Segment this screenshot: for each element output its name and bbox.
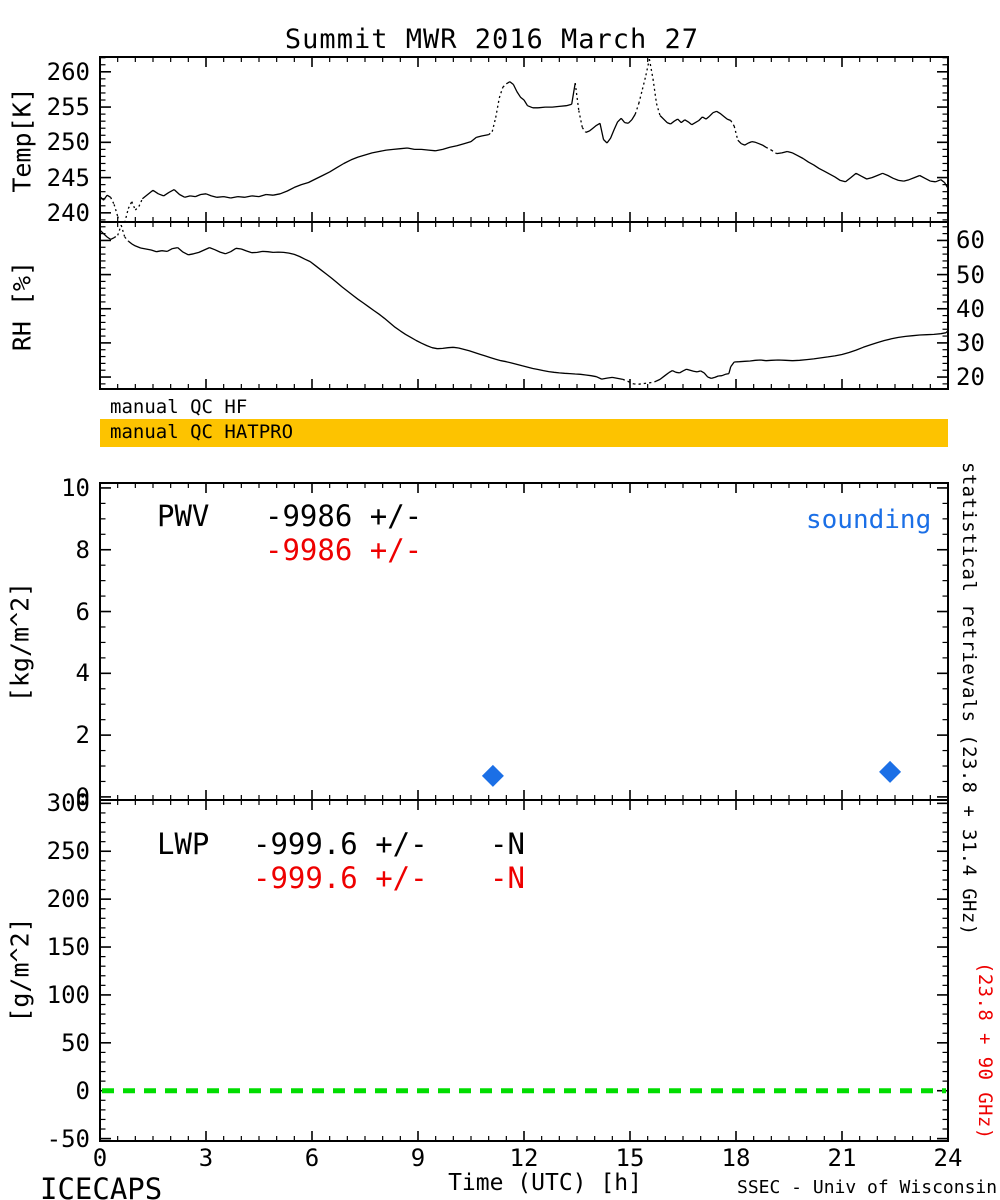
lwp-n-red: -N: [490, 861, 525, 895]
x-tick-label: 6: [304, 1144, 320, 1172]
lwp-n-black: -N: [490, 827, 525, 861]
lwp-ytick-label: 100: [46, 980, 90, 1009]
pwv-ytick-label: 8: [75, 535, 90, 564]
x-tick-label: 0: [92, 1144, 108, 1172]
lwp-axis-label: [g/m^2]: [5, 917, 35, 1023]
retrieval-channels-label-red: (23.8 + 90 GHz): [974, 962, 996, 1140]
pwv-ytick-label: 6: [75, 597, 90, 626]
credit-label: SSEC - Univ of Wisconsin: [737, 1177, 998, 1198]
x-tick-label: 9: [410, 1144, 426, 1172]
temp-ytick-label: 250: [46, 128, 90, 157]
retrieval-channels-label-black: statistical retrievals (23.8 + 31.4 GHz): [958, 462, 980, 936]
lwp-panel-label: LWP: [157, 827, 210, 861]
pwv-stat-red: -9986 +/-: [265, 533, 423, 567]
surface-temperature-curve-flagged: [110, 58, 777, 221]
qc-hatpro-status-bar: manual QC HATPRO: [100, 419, 948, 447]
surface-temperature-curve: [101, 81, 947, 201]
rh-ytick-label: 20: [956, 363, 985, 392]
lwp-ytick-label: 250: [46, 837, 90, 866]
x-tick-label: 12: [509, 1144, 539, 1172]
pwv-ytick-label: 2: [75, 721, 90, 750]
program-label: ICECAPS: [40, 1172, 163, 1200]
lwp-ytick-label: -50: [46, 1124, 90, 1153]
qc-hf-label: manual QC HF: [110, 396, 248, 418]
rh-ytick-label: 50: [956, 260, 985, 289]
qc-hatpro-label: manual QC HATPRO: [110, 421, 294, 443]
lwp-stat-red: -999.6 +/-: [253, 861, 428, 895]
temp-ytick-label: 240: [46, 198, 90, 227]
pwv-panel-label: PWV: [157, 499, 210, 533]
sounding-legend-label: sounding: [806, 505, 932, 535]
rh-axis-label: RH [%]: [7, 260, 37, 352]
pwv-axis-label: [kg/m^2]: [5, 581, 35, 703]
sounding-diamond-marker: [481, 764, 504, 787]
pwv-ytick-label: 4: [75, 659, 90, 688]
relative-humidity-curve-flagged: [113, 224, 655, 385]
rh-ytick-label: 40: [956, 294, 985, 323]
lwp-ytick-label: 150: [46, 933, 90, 962]
x-tick-label: 24: [933, 1144, 963, 1172]
sounding-diamond-marker: [879, 760, 902, 783]
x-tick-label: 3: [198, 1144, 214, 1172]
temp-ytick-label: 255: [46, 93, 90, 122]
lwp-stat-black: -999.6 +/-: [253, 827, 428, 861]
x-tick-label: 15: [615, 1144, 645, 1172]
lwp-ytick-label: 0: [75, 1076, 90, 1105]
temp-ytick-label: 245: [46, 163, 90, 192]
page-title: Summit MWR 2016 March 27: [284, 24, 700, 55]
temp-ytick-label: 260: [46, 57, 90, 86]
lwp-ytick-label: 200: [46, 885, 90, 914]
x-tick-label: 18: [721, 1144, 751, 1172]
lwp-ytick-label: 300: [46, 789, 90, 818]
x-axis-title: Time (UTC) [h]: [448, 1170, 642, 1196]
temp-axis-label: Temp[K]: [7, 87, 37, 193]
rh-ytick-label: 60: [956, 226, 985, 255]
lwp-ytick-label: 50: [61, 1028, 90, 1057]
rh-ytick-label: 30: [956, 328, 985, 357]
pwv-ytick-label: 10: [61, 473, 90, 502]
pwv-ytick-label: 0: [75, 782, 90, 811]
x-tick-label: 21: [827, 1144, 857, 1172]
pwv-stat-black: -9986 +/-: [265, 499, 423, 533]
relative-humidity-curve: [101, 230, 947, 383]
